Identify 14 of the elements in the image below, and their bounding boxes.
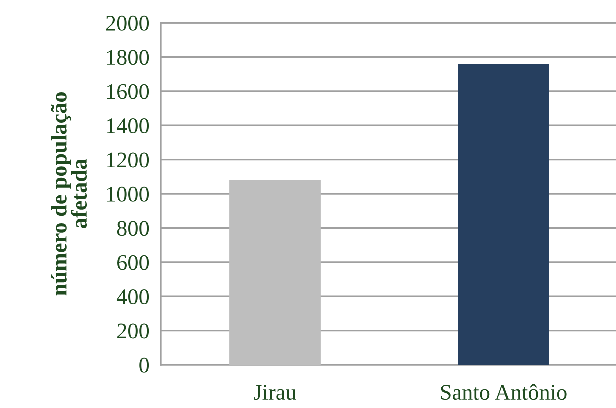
y-tick-label: 1000 (107, 186, 150, 202)
y-tick-label: 600 (118, 255, 150, 270)
x-tick-label: Jirau (254, 385, 296, 400)
y-tick-label: 1200 (107, 152, 150, 168)
x-tick-label: Santo Antônio (441, 384, 567, 400)
y-tick-label: 800 (117, 221, 150, 236)
y-tick-label: 1400 (107, 118, 150, 134)
y-tick-label: 2000 (106, 16, 150, 31)
y-tick-label: 1800 (107, 50, 150, 66)
y-axis-title: número de população afetada (51, 92, 88, 296)
y-tick-label: 0 (140, 358, 150, 373)
y-tick-label: 400 (116, 290, 150, 305)
y-tick-label: 200 (118, 324, 150, 339)
y-tick-label: 1600 (107, 84, 150, 100)
